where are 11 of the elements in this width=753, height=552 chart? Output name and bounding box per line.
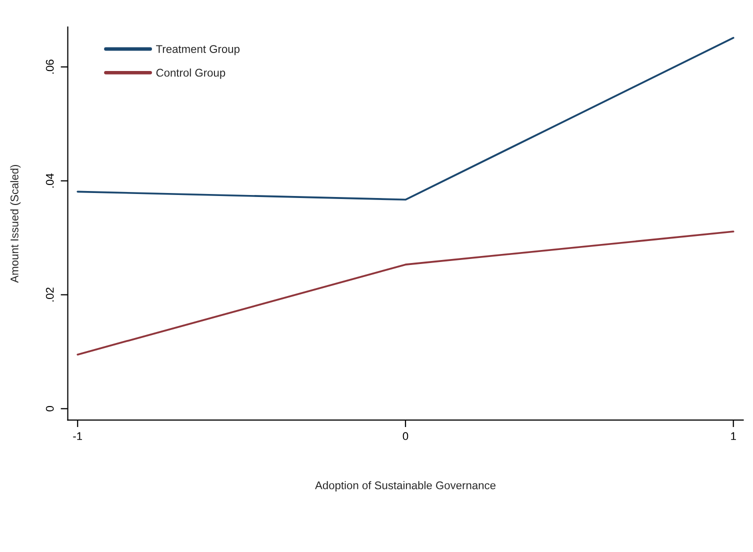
legend-label: Treatment Group <box>156 45 240 56</box>
y-tick-label: .06 <box>46 60 54 74</box>
y-tick-label: .02 <box>46 288 54 302</box>
y-tick-label: .04 <box>46 173 54 188</box>
y-tick-label: 0 <box>46 406 54 412</box>
x-tick-label: 1 <box>731 432 736 440</box>
y-axis-title: Amount Issued (Scaled) <box>10 164 21 283</box>
x-tick-label: 0 <box>402 432 408 440</box>
x-tick-label: -1 <box>73 432 82 440</box>
x-axis-title: Adoption of Sustainable Governance <box>315 481 496 492</box>
legend-label: Control Group <box>156 68 226 79</box>
